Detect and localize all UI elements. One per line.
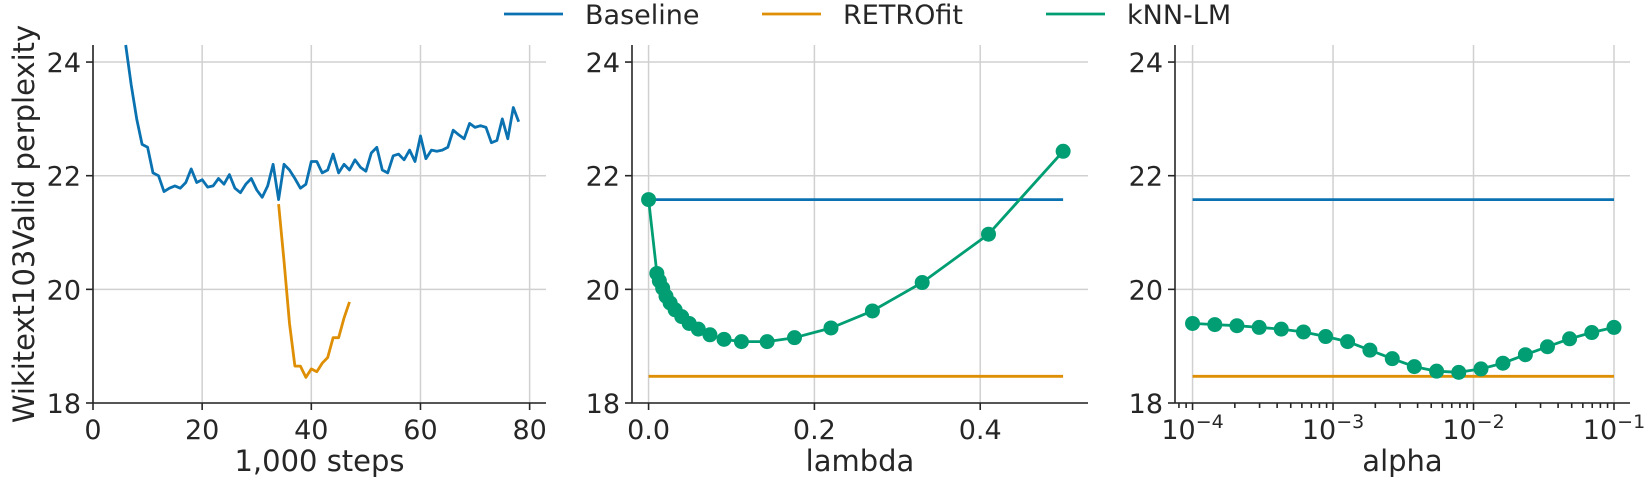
y-tick-label: 24 [47,48,81,79]
data-point-knn-lm [690,321,706,337]
data-point-knn-lm [759,334,775,350]
data-point-knn-lm [1318,329,1334,345]
x-tick-label: 0.0 [627,415,670,446]
y-axis-title: Wikitext103Valid perplexity [7,25,41,423]
y-tick-label: 22 [47,162,81,193]
y-tick-label: 24 [586,48,620,79]
data-point-knn-lm [914,275,930,291]
legend-entry-knn: kNN-LM [1046,0,1231,31]
data-point-knn-lm [716,331,732,347]
data-point-knn-lm [702,327,718,343]
x-tick-label: 0.4 [959,415,1002,446]
x-tick-label: 0 [84,415,101,446]
legend-entry-baseline: Baseline [504,0,699,31]
data-point-knn-lm [1055,143,1071,159]
series-line-retrofit [277,203,351,379]
data-point-knn-lm [1606,319,1622,335]
y-tick-label: 20 [586,275,620,306]
x-tick-label: 80 [512,415,546,446]
data-point-knn-lm [733,334,749,350]
data-point-knn-lm [1539,339,1555,355]
panel-lambda: 18 20 22 24 0.0 0.2 0.4 lambda [586,45,1088,478]
data-point-knn-lm [787,330,803,346]
y-tick-label: 18 [1129,389,1163,420]
data-point-knn-lm [1207,317,1223,333]
data-point-knn-lm [1584,325,1600,341]
series-line-baseline [124,44,521,202]
x-tick-label: 40 [294,415,328,446]
y-tick-label: 22 [1129,162,1163,193]
x-tick-label: 60 [403,415,437,446]
y-tick-label: 20 [47,275,81,306]
data-point-knn-lm [1185,315,1201,331]
data-point-knn-lm [1251,319,1267,335]
x-tick-label: 0.2 [793,415,836,446]
legend-label-baseline: Baseline [585,0,699,31]
x-tick-label: 10−4 [1161,411,1223,446]
data-point-knn-lm [1429,363,1445,379]
legend-entry-retrofit: RETROfit [762,0,963,31]
y-tick-label: 22 [586,162,620,193]
x-tick-label: 10−2 [1442,411,1504,446]
y-tick-label: 20 [1129,275,1163,306]
data-point-knn-lm [981,226,997,242]
data-point-knn-lm [1495,355,1511,371]
data-point-knn-lm [1384,351,1400,367]
x-tick-label: 10−3 [1302,411,1364,446]
data-point-knn-lm [1229,318,1245,334]
data-point-knn-lm [1517,347,1533,363]
panel-training-steps: 18 20 22 24 0 20 40 60 80 1,000 steps [47,44,547,478]
data-point-knn-lm [1451,364,1467,380]
legend: Baseline RETROfit kNN-LM [504,0,1231,31]
legend-label-retrofit: RETROfit [843,0,963,31]
data-point-knn-lm [1340,334,1356,350]
data-point-knn-lm [1295,324,1311,340]
series-line-knn-lm [647,150,1065,344]
y-tick-label: 24 [1129,48,1163,79]
data-point-knn-lm [1406,359,1422,375]
x-tick-label: 10−1 [1583,411,1644,446]
x-tick-label: 20 [185,415,219,446]
x-axis-title: alpha [1362,444,1442,478]
y-tick-label: 18 [47,389,81,420]
legend-label-knn: kNN-LM [1127,0,1231,31]
x-axis-title: 1,000 steps [234,444,404,478]
data-point-knn-lm [1473,361,1489,377]
y-tick-label: 18 [586,389,620,420]
data-point-knn-lm [641,192,657,208]
data-point-knn-lm [1562,331,1578,347]
data-point-knn-lm [1362,342,1378,358]
x-axis-title: lambda [806,444,915,478]
data-point-knn-lm [823,320,839,336]
data-point-knn-lm [1273,321,1289,337]
data-point-knn-lm [864,303,880,319]
panel-alpha: 18 20 22 24 10−4 10−3 10−2 10−1 alpha [1129,45,1644,478]
